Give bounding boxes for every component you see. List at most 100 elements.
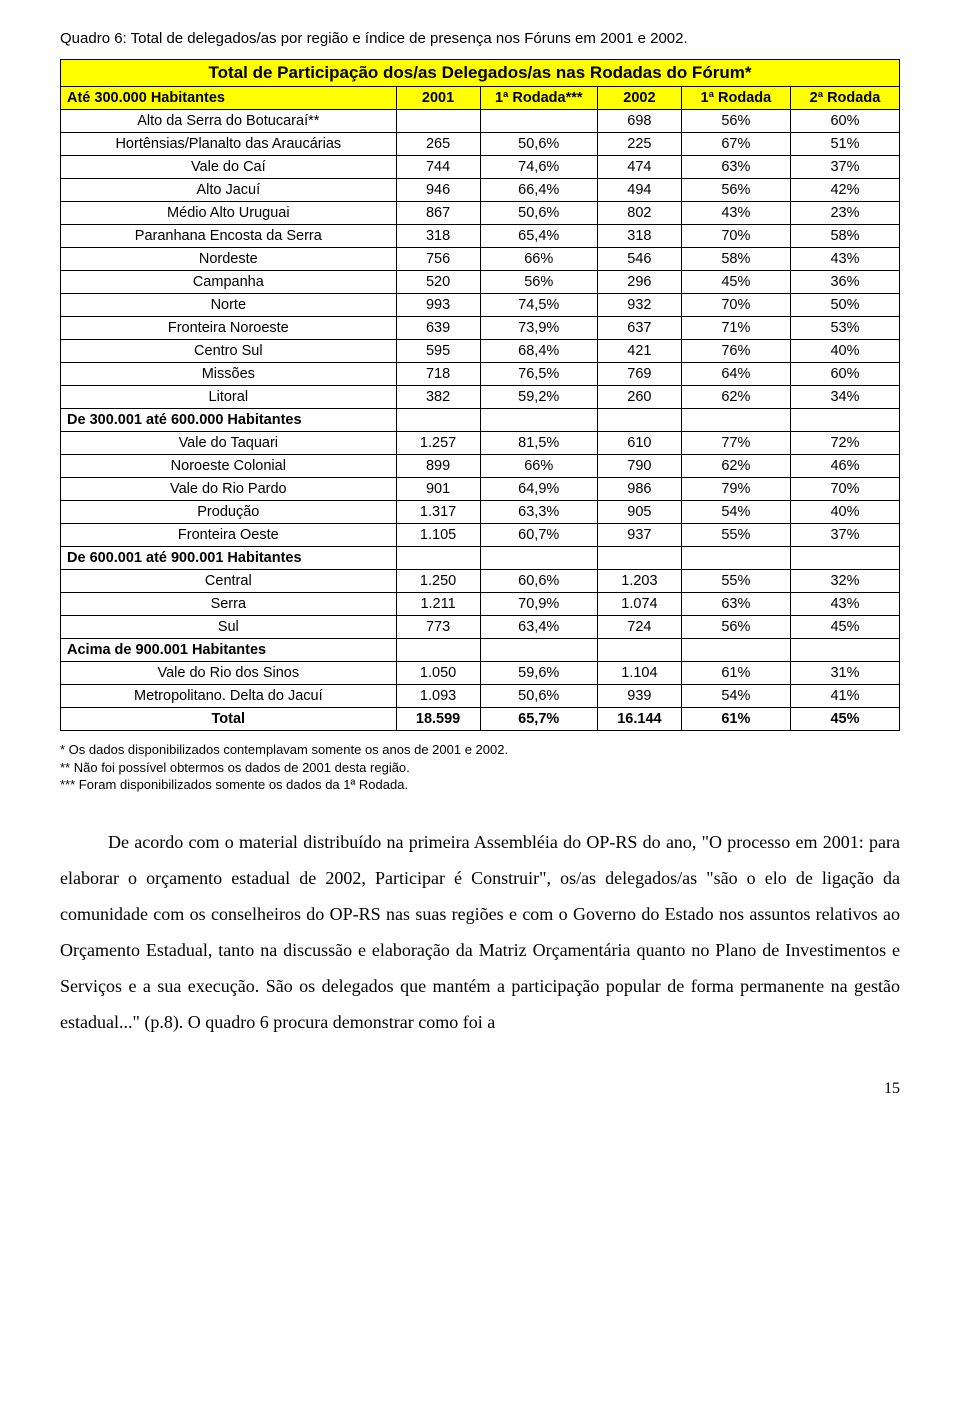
section-empty (681, 639, 790, 662)
value-cell: 1.250 (396, 570, 480, 593)
value-cell: 65,4% (480, 225, 597, 248)
value-cell: 40% (790, 340, 899, 363)
section-empty (597, 547, 681, 570)
value-cell: 74,5% (480, 294, 597, 317)
value-cell: 81,5% (480, 432, 597, 455)
section-label: De 600.001 até 900.001 Habitantes (61, 547, 397, 570)
section-row: Acima de 900.001 Habitantes (61, 639, 900, 662)
value-cell: 296 (597, 271, 681, 294)
value-cell: 45% (790, 616, 899, 639)
footnote-line: * Os dados disponibilizados contemplavam… (60, 741, 900, 759)
section-label: De 300.001 até 600.000 Habitantes (61, 409, 397, 432)
value-cell: 63,4% (480, 616, 597, 639)
value-cell: 77% (681, 432, 790, 455)
total-row: Total18.59965,7%16.14461%45% (61, 708, 900, 731)
value-cell: 1.203 (597, 570, 681, 593)
value-cell: 64% (681, 363, 790, 386)
section-empty (396, 547, 480, 570)
value-cell: 56% (681, 616, 790, 639)
value-cell: 637 (597, 317, 681, 340)
value-cell: 45% (681, 271, 790, 294)
region-cell: Centro Sul (61, 340, 397, 363)
region-cell: Litoral (61, 386, 397, 409)
value-cell: 986 (597, 478, 681, 501)
table-row: Paranhana Encosta da Serra31865,4%31870%… (61, 225, 900, 248)
value-cell (396, 110, 480, 133)
table-row: Serra1.21170,9%1.07463%43% (61, 593, 900, 616)
value-cell: 932 (597, 294, 681, 317)
value-cell: 318 (396, 225, 480, 248)
value-cell: 1.105 (396, 524, 480, 547)
total-value: 61% (681, 708, 790, 731)
value-cell: 724 (597, 616, 681, 639)
value-cell: 58% (790, 225, 899, 248)
footnotes: * Os dados disponibilizados contemplavam… (60, 741, 900, 794)
value-cell: 41% (790, 685, 899, 708)
value-cell: 905 (597, 501, 681, 524)
value-cell: 1.074 (597, 593, 681, 616)
value-cell: 62% (681, 386, 790, 409)
page: Quadro 6: Total de delegados/as por regi… (0, 0, 960, 1138)
section-empty (480, 409, 597, 432)
table-row: Vale do Taquari1.25781,5%61077%72% (61, 432, 900, 455)
value-cell: 225 (597, 133, 681, 156)
value-cell: 34% (790, 386, 899, 409)
value-cell: 23% (790, 202, 899, 225)
value-cell: 1.093 (396, 685, 480, 708)
total-label: Total (61, 708, 397, 731)
table-row: Fronteira Oeste1.10560,7%93755%37% (61, 524, 900, 547)
value-cell: 46% (790, 455, 899, 478)
value-cell: 899 (396, 455, 480, 478)
value-cell: 51% (790, 133, 899, 156)
value-cell: 421 (597, 340, 681, 363)
table-row: Alto da Serra do Botucaraí**69856%60% (61, 110, 900, 133)
value-cell: 639 (396, 317, 480, 340)
page-number: 15 (60, 1080, 900, 1098)
total-value: 45% (790, 708, 899, 731)
header-col0: Até 300.000 Habitantes (61, 87, 397, 110)
table-row: Nordeste75666%54658%43% (61, 248, 900, 271)
value-cell: 74,6% (480, 156, 597, 179)
value-cell: 32% (790, 570, 899, 593)
value-cell: 60,6% (480, 570, 597, 593)
value-cell: 71% (681, 317, 790, 340)
table-row: Vale do Rio dos Sinos1.05059,6%1.10461%3… (61, 662, 900, 685)
value-cell: 79% (681, 478, 790, 501)
value-cell: 790 (597, 455, 681, 478)
value-cell: 40% (790, 501, 899, 524)
value-cell: 993 (396, 294, 480, 317)
section-empty (597, 409, 681, 432)
value-cell: 55% (681, 570, 790, 593)
table-row: Norte99374,5%93270%50% (61, 294, 900, 317)
region-cell: Alto Jacuí (61, 179, 397, 202)
value-cell: 68,4% (480, 340, 597, 363)
value-cell: 756 (396, 248, 480, 271)
region-cell: Metropolitano. Delta do Jacuí (61, 685, 397, 708)
value-cell: 70% (681, 294, 790, 317)
value-cell: 43% (790, 248, 899, 271)
region-cell: Vale do Rio Pardo (61, 478, 397, 501)
value-cell: 867 (396, 202, 480, 225)
region-cell: Alto da Serra do Botucaraí** (61, 110, 397, 133)
value-cell: 70,9% (480, 593, 597, 616)
region-cell: Sul (61, 616, 397, 639)
value-cell: 73,9% (480, 317, 597, 340)
table-title-row: Total de Participação dos/as Delegados/a… (61, 60, 900, 87)
value-cell: 50,6% (480, 685, 597, 708)
value-cell: 494 (597, 179, 681, 202)
table-row: Sul77363,4%72456%45% (61, 616, 900, 639)
value-cell: 56% (681, 179, 790, 202)
value-cell (480, 110, 597, 133)
value-cell: 70% (790, 478, 899, 501)
total-value: 65,7% (480, 708, 597, 731)
region-cell: Vale do Rio dos Sinos (61, 662, 397, 685)
value-cell: 610 (597, 432, 681, 455)
value-cell: 31% (790, 662, 899, 685)
value-cell: 54% (681, 685, 790, 708)
value-cell: 520 (396, 271, 480, 294)
section-empty (790, 547, 899, 570)
value-cell: 595 (396, 340, 480, 363)
table-row: Litoral38259,2%26062%34% (61, 386, 900, 409)
value-cell: 1.211 (396, 593, 480, 616)
value-cell: 66% (480, 248, 597, 271)
